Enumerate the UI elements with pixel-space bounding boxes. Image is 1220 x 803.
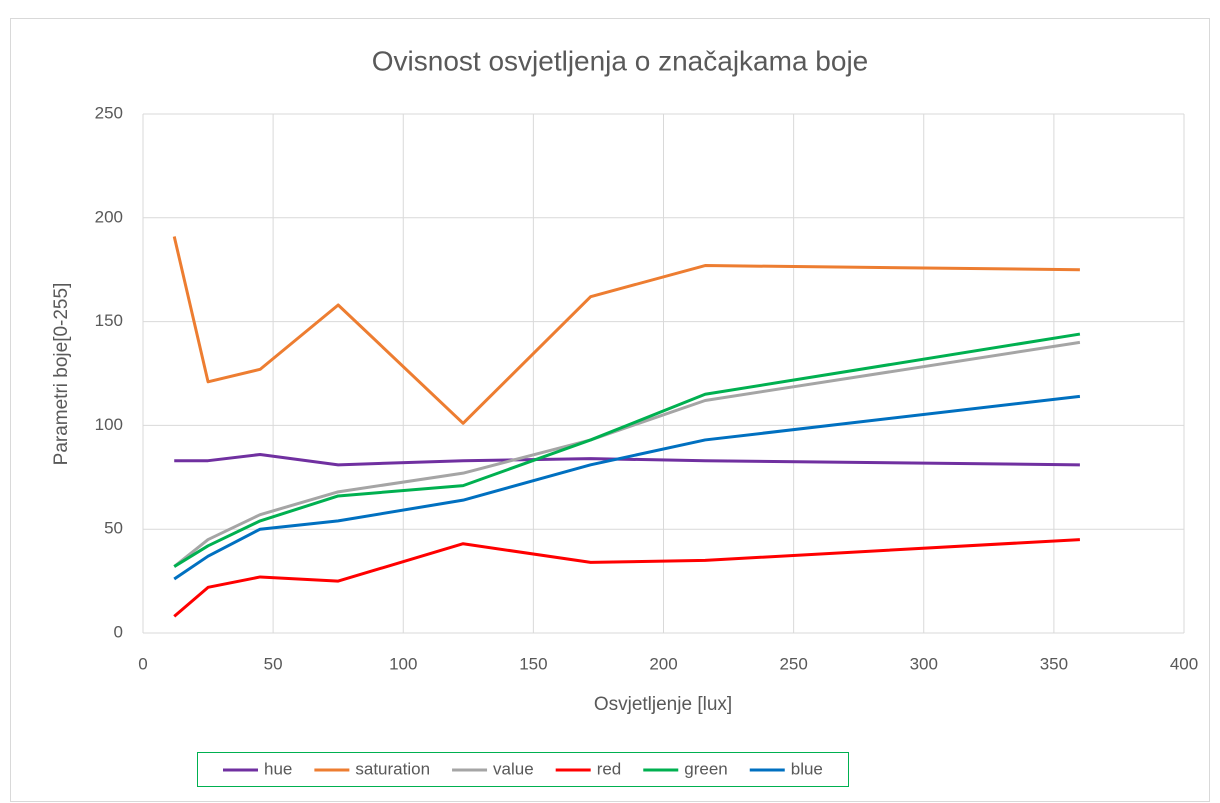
legend-label: saturation <box>355 759 430 778</box>
chart-title: Ovisnost osvjetljenja o značajkama boje <box>372 45 868 76</box>
x-tick-label: 150 <box>519 654 547 673</box>
y-tick-label: 50 <box>104 519 123 538</box>
x-tick-label: 200 <box>649 654 677 673</box>
chart-border <box>10 18 1210 802</box>
y-tick-label: 250 <box>95 103 123 122</box>
line-series <box>174 452 1080 467</box>
y-axis-label: Parametri boje[0-255] <box>51 283 72 466</box>
line-series <box>173 332 1081 568</box>
x-tick-label: 300 <box>910 654 938 673</box>
x-tick-label: 0 <box>138 654 147 673</box>
y-tick-label: 100 <box>95 415 123 434</box>
legend-label: value <box>493 759 534 778</box>
x-tick-label: 50 <box>264 654 283 673</box>
y-tick-label: 150 <box>95 311 123 330</box>
x-tick-label: 350 <box>1040 654 1068 673</box>
y-tick-label: 0 <box>114 622 123 641</box>
line-series <box>172 236 1080 425</box>
y-tick-label: 200 <box>95 207 123 226</box>
legend-box <box>197 752 849 787</box>
legend-label: green <box>684 759 727 778</box>
x-tick-label: 400 <box>1170 654 1198 673</box>
line-series <box>173 340 1081 568</box>
legend-label: blue <box>791 759 823 778</box>
x-tick-label: 250 <box>779 654 807 673</box>
legend-label: red <box>597 759 622 778</box>
line-series <box>173 394 1081 581</box>
line-series <box>173 538 1080 618</box>
legend-label: hue <box>264 759 292 778</box>
x-tick-label: 100 <box>389 654 417 673</box>
x-axis-label: Osvjetljenje [lux] <box>594 694 732 715</box>
